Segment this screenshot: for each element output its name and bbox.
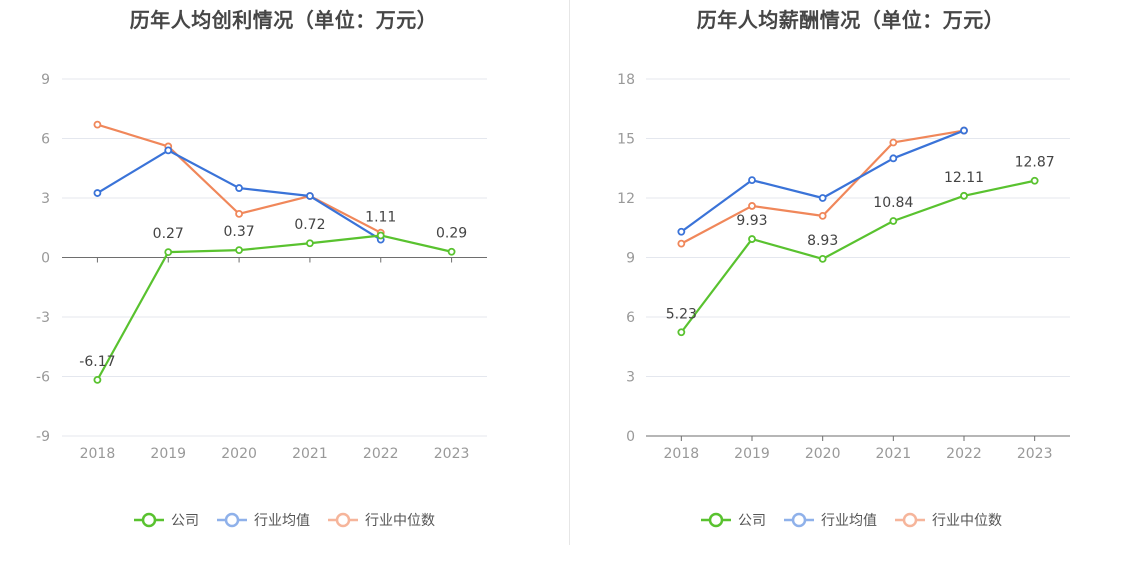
data-point (306, 192, 314, 200)
legend-marker-icon (701, 512, 731, 528)
data-point (748, 176, 756, 185)
y-tick-label: 12 (617, 191, 635, 207)
data-label: 12.11 (944, 170, 984, 186)
legend-marker-icon (784, 512, 814, 528)
y-tick-label: -6 (36, 370, 50, 386)
series-line (680, 179, 1035, 333)
x-tick-label: 2023 (1017, 446, 1053, 462)
data-label: 0.37 (223, 224, 254, 240)
y-tick-label: 0 (626, 429, 635, 445)
x-tick-label: 2022 (946, 446, 982, 462)
legend-item[interactable]: 公司 (699, 510, 766, 530)
data-point (306, 239, 314, 248)
data-point (235, 184, 243, 192)
x-tick-label: 2021 (292, 446, 328, 462)
x-tick-label: 2019 (734, 446, 770, 462)
data-point (818, 211, 827, 220)
chart-plot-area: 18 15 12 9 6 3 0 2018 2019 2020 2021 2022 2023 5.23 9.… (617, 72, 1070, 462)
y-tick-label: -3 (36, 310, 50, 326)
data-point (960, 191, 968, 200)
data-point (960, 126, 968, 135)
y-tick-label: 15 (617, 132, 635, 148)
data-point (235, 246, 243, 255)
x-tick-label: 2022 (363, 446, 399, 462)
y-tick-label: 9 (41, 72, 50, 88)
y-tick-label: 0 (41, 251, 50, 267)
data-point (1030, 176, 1039, 185)
legend-label: 公司 (738, 513, 766, 529)
legend-label: 行业中位数 (932, 513, 1002, 529)
data-label: 12.87 (1015, 155, 1055, 171)
chart-panel-salary: 历年人均薪酬情况（单位：万元） 18 15 12 9 6 3 0 2018 2019 2020 20… (567, 0, 1134, 582)
data-point (677, 227, 686, 236)
y-tick-label: 3 (41, 191, 50, 207)
y-tick-label: 9 (626, 251, 635, 267)
data-point (93, 375, 102, 384)
legend-label: 公司 (171, 513, 199, 529)
series-line (96, 234, 452, 381)
data-point (677, 328, 686, 337)
legend-marker-icon (217, 512, 247, 528)
data-point (376, 231, 385, 240)
legend-marker-icon (895, 512, 925, 528)
data-point (748, 235, 756, 243)
data-label: 10.84 (873, 195, 913, 211)
legend-item[interactable]: 行业中位数 (326, 510, 435, 530)
data-point (748, 202, 756, 210)
data-label: 0.27 (153, 226, 184, 242)
chart-panel-profit: 历年人均创利情况（单位：万元） 9 6 3 0 -3 -6 -9 2018 2019 2020 20… (0, 8, 567, 530)
y-tick-label: 3 (626, 370, 635, 386)
data-point (235, 209, 243, 218)
data-label: 1.11 (365, 209, 396, 225)
y-tick-label: 6 (626, 310, 635, 326)
data-point (818, 254, 827, 263)
y-tick-label: 18 (617, 72, 635, 88)
legend-item[interactable]: 行业均值 (215, 510, 310, 530)
data-label: 0.72 (294, 217, 325, 233)
data-point (447, 247, 456, 256)
chart-title: 历年人均创利情况（单位：万元） (129, 8, 438, 32)
x-tick-label: 2019 (150, 446, 186, 462)
panel-divider (569, 0, 570, 545)
x-tick-label: 2023 (434, 446, 470, 462)
chart-legend: 公司 行业均值 行业中位数 (0, 510, 567, 530)
legend-label: 行业均值 (254, 513, 310, 529)
x-tick-label: 2018 (80, 446, 116, 462)
legend-item[interactable]: 行业中位数 (893, 510, 1002, 530)
legend-marker-icon (134, 512, 164, 528)
data-point (93, 189, 102, 197)
data-label: 8.93 (807, 233, 838, 249)
x-tick-label: 2018 (664, 446, 700, 462)
x-tick-label: 2020 (221, 446, 257, 462)
legend-label: 行业均值 (821, 513, 877, 529)
data-label: 5.23 (666, 306, 697, 322)
data-point (164, 146, 173, 155)
legend-item[interactable]: 公司 (132, 510, 199, 530)
data-label: 0.29 (436, 226, 467, 242)
data-point (889, 217, 898, 225)
data-point (164, 248, 173, 257)
data-point (93, 120, 102, 129)
y-tick-label: 6 (41, 132, 50, 148)
data-label: 9.93 (736, 213, 767, 229)
legend-label: 行业中位数 (365, 513, 435, 529)
legend-marker-icon (328, 512, 358, 528)
chart-title: 历年人均薪酬情况（单位：万元） (696, 8, 1005, 32)
chart-legend: 公司 行业均值 行业中位数 (567, 510, 1134, 530)
y-tick-label: -9 (36, 429, 50, 445)
data-point (889, 138, 898, 147)
legend-item[interactable]: 行业均值 (782, 510, 877, 530)
data-point (818, 194, 827, 202)
data-point (889, 154, 898, 163)
data-label: -6.17 (79, 354, 115, 370)
x-tick-label: 2021 (876, 446, 912, 462)
data-point (677, 239, 686, 248)
x-tick-label: 2020 (805, 446, 841, 462)
chart-plot-area: 9 6 3 0 -3 -6 -9 2018 2019 2020 2021 2022 2023 -6.17 0… (36, 72, 487, 462)
